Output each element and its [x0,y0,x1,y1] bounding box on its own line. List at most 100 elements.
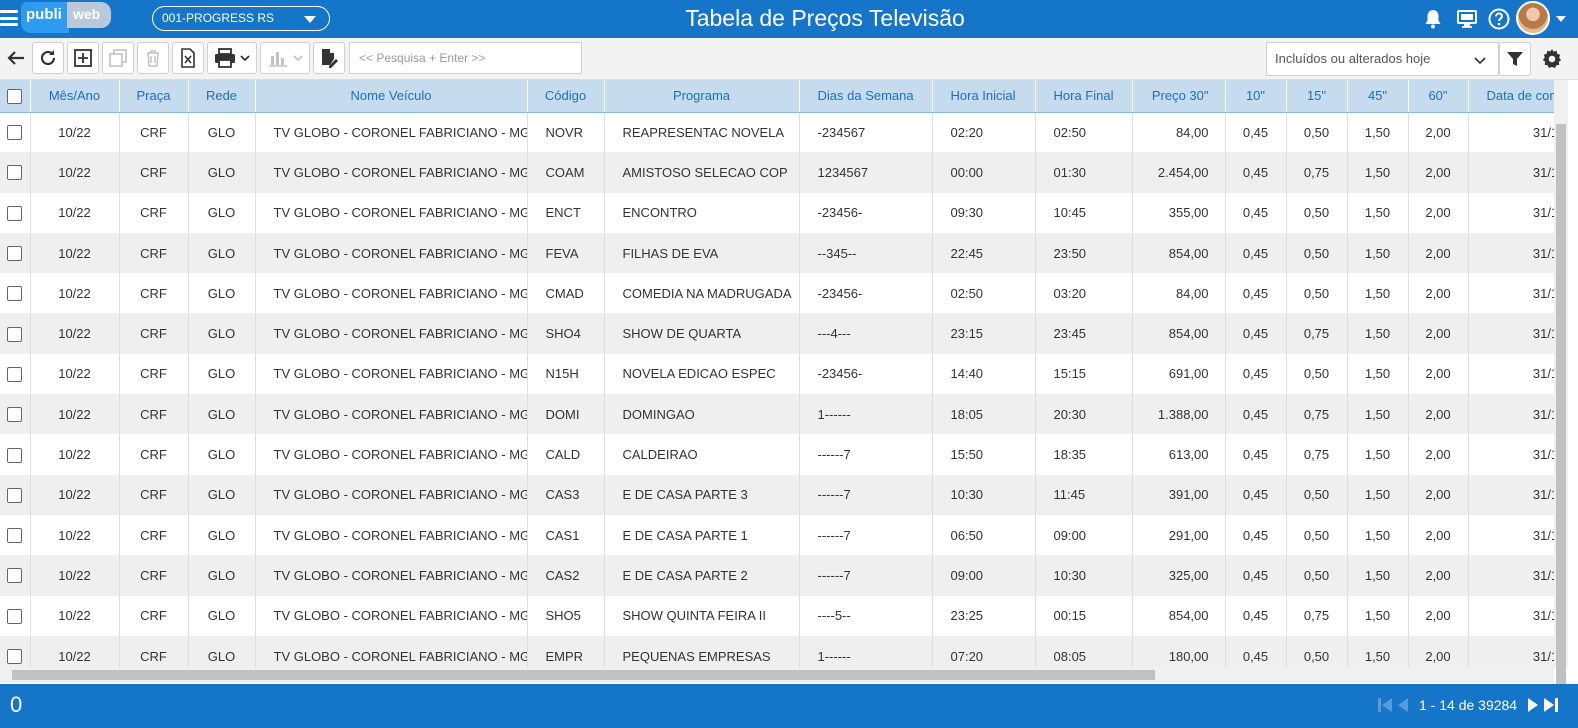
row-checkbox[interactable] [7,649,23,665]
menu-icon[interactable] [0,8,18,28]
table-cell: 2,00 [1408,555,1469,596]
row-checkbox[interactable] [7,205,23,221]
row-checkbox-cell[interactable] [0,112,31,153]
table-row[interactable]: 10/22 CRF GLO TV GLOBO - CORONEL FABRICIANO… [0,555,1554,596]
settings-button[interactable] [1536,42,1568,76]
excel-file-icon [181,48,195,68]
select-all-checkbox-cell[interactable] [0,80,31,113]
row-checkbox[interactable] [7,487,23,503]
column-header[interactable]: Código [527,80,605,113]
column-header[interactable]: 60" [1408,80,1469,113]
row-checkbox-cell[interactable] [0,232,31,274]
table-cell: 2,00 [1408,514,1469,556]
table-row[interactable]: 10/22 CRF GLO TV GLOBO - CORONEL FABRICIANO… [0,152,1554,193]
column-header[interactable]: Praça [119,80,189,113]
row-checkbox[interactable] [7,528,23,544]
table-row[interactable]: 10/22 CRF GLO TV GLOBO - CORONEL FABRICIANO… [0,353,1554,395]
table-row[interactable]: 10/22 CRF GLO TV GLOBO - CORONEL FABRICIANO… [0,595,1554,636]
copy-button[interactable] [102,42,134,74]
monitor-icon[interactable] [1455,7,1479,31]
row-checkbox[interactable] [7,125,23,141]
column-header[interactable]: 10" [1225,80,1287,113]
table-cell: 2,00 [1408,313,1469,354]
row-checkbox-cell[interactable] [0,595,31,636]
table-row[interactable]: 10/22 CRF GLO TV GLOBO - CORONEL FABRICIANO… [0,635,1554,667]
filter-select[interactable]: Incluídos ou alterados hoje [1266,42,1499,76]
column-header[interactable]: Nome Veículo [255,80,528,113]
bell-icon[interactable] [1421,7,1445,31]
add-button[interactable] [67,42,99,74]
table-row[interactable]: 10/22 CRF GLO TV GLOBO - CORONEL FABRICIANO… [0,514,1554,556]
company-select[interactable]: 001-PROGRESS RS [152,6,330,31]
table-cell: 2,00 [1408,595,1469,636]
row-checkbox-cell[interactable] [0,313,31,354]
row-checkbox[interactable] [7,568,23,584]
table-row[interactable]: 10/22 CRF GLO TV GLOBO - CORONEL FABRICIANO… [0,474,1554,515]
row-checkbox[interactable] [7,286,23,302]
row-checkbox-cell[interactable] [0,394,31,435]
avatar[interactable] [1516,1,1550,35]
row-checkbox[interactable] [7,246,23,262]
scrollbar-thumb[interactable] [1556,124,1566,724]
filter-button[interactable] [1499,42,1531,76]
row-checkbox-cell[interactable] [0,353,31,395]
row-checkbox-cell[interactable] [0,273,31,314]
table-row[interactable]: 10/22 CRF GLO TV GLOBO - CORONEL FABRICIANO… [0,434,1554,475]
print-button[interactable] [207,42,257,74]
row-checkbox-cell[interactable] [0,555,31,596]
search-input[interactable] [349,42,582,74]
back-button[interactable] [0,42,32,74]
row-checkbox-cell[interactable] [0,635,31,667]
row-checkbox[interactable] [7,447,23,463]
chevron-down-icon[interactable] [1556,16,1566,22]
column-header[interactable]: Dias da Semana [799,80,933,113]
row-checkbox-cell[interactable] [0,434,31,475]
table-row[interactable]: 10/22 CRF GLO TV GLOBO - CORONEL FABRICIANO… [0,192,1554,233]
table-row[interactable]: 10/22 CRF GLO TV GLOBO - CORONEL FABRICIANO… [0,232,1554,274]
vertical-scrollbar[interactable] [1554,80,1568,724]
column-header[interactable]: Mês/Ano [30,80,120,113]
scrollbar-thumb[interactable] [12,670,1155,680]
table-cell: ------7 [799,434,933,475]
refresh-button[interactable] [32,42,64,74]
column-header[interactable]: Hora Final [1035,80,1133,113]
edit-document-button[interactable] [313,42,345,74]
row-checkbox[interactable] [7,366,23,382]
row-checkbox[interactable] [7,326,23,342]
column-header[interactable]: Rede [188,80,256,113]
table-row[interactable]: 10/22 CRF GLO TV GLOBO - CORONEL FABRICIANO… [0,313,1554,354]
next-page-icon[interactable] [1527,696,1539,714]
excel-export-button[interactable] [172,42,204,74]
row-checkbox-cell[interactable] [0,152,31,193]
last-page-icon[interactable] [1543,696,1559,714]
help-icon[interactable] [1487,7,1511,31]
chart-button[interactable] [260,42,310,74]
row-checkbox[interactable] [7,608,23,624]
column-header[interactable]: 15" [1286,80,1348,113]
column-header[interactable]: 45" [1347,80,1409,113]
column-header[interactable]: Hora Inicial [932,80,1036,113]
row-checkbox[interactable] [7,407,23,423]
table-cell: CRF [119,434,189,475]
horizontal-scrollbar[interactable] [0,667,1554,683]
column-header[interactable]: Programa [604,80,800,113]
column-header[interactable]: Data de con [1468,80,1554,113]
table-cell: 1,50 [1347,192,1409,233]
select-all-checkbox[interactable] [7,88,23,104]
table-cell: 15:15 [1035,353,1133,395]
table-cell: 2,00 [1408,232,1469,274]
row-checkbox[interactable] [7,165,23,181]
delete-button[interactable] [137,42,169,74]
row-checkbox-cell[interactable] [0,514,31,556]
row-checkbox-cell[interactable] [0,192,31,233]
table-row[interactable]: 10/22 CRF GLO TV GLOBO - CORONEL FABRICIANO… [0,112,1554,153]
logo[interactable]: publi web [21,2,111,34]
first-page-icon[interactable] [1377,696,1393,714]
column-header[interactable]: Preço 30" [1132,80,1226,113]
table-row[interactable]: 10/22 CRF GLO TV GLOBO - CORONEL FABRICIANO… [0,273,1554,314]
row-checkbox-cell[interactable] [0,474,31,515]
table-row[interactable]: 10/22 CRF GLO TV GLOBO - CORONEL FABRICIANO… [0,394,1554,435]
table-cell: 09:30 [932,192,1036,233]
table-cell: 1,50 [1347,232,1409,274]
previous-page-icon[interactable] [1397,696,1409,714]
